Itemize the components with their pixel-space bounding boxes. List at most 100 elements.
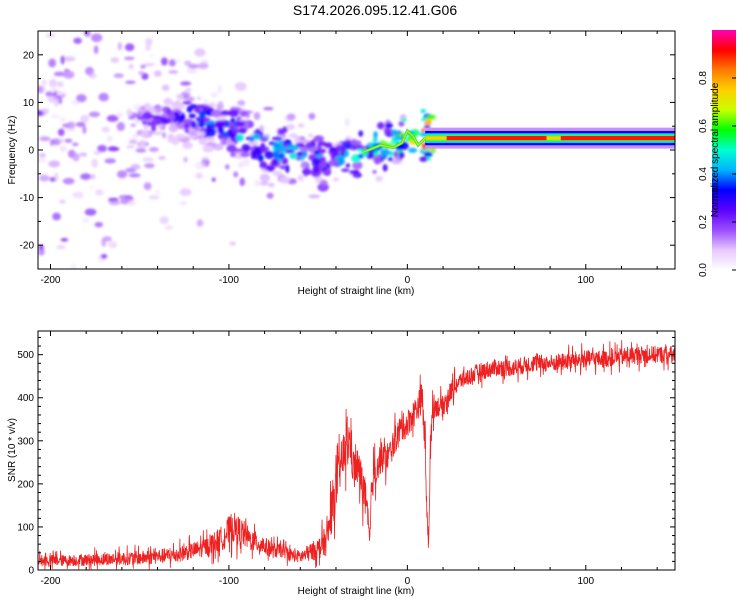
y-tick-label: 0 — [28, 146, 34, 157]
heatmap-cell — [272, 150, 279, 159]
heatmap-cell — [201, 127, 207, 132]
heatmap-cell — [128, 139, 138, 144]
heatmap-cell — [230, 151, 236, 158]
heatmap-cell — [200, 110, 206, 120]
heatmap-cell — [247, 141, 259, 146]
heatmap-cell — [218, 100, 224, 107]
heatmap-cell — [212, 143, 224, 151]
heatmap-cell — [101, 126, 110, 133]
heatmap-cell — [135, 148, 147, 153]
heatmap-cell — [313, 135, 325, 142]
heatmap-cell — [289, 152, 298, 160]
heatmap-cell — [104, 158, 117, 164]
heatmap-cell — [398, 151, 405, 159]
heatmap-cell — [141, 111, 153, 120]
heatmap-cell — [88, 72, 97, 79]
heatmap-cell — [108, 241, 118, 249]
heatmap-cell — [59, 138, 65, 143]
heatmap-cell — [209, 136, 216, 142]
heatmap-cell — [327, 159, 339, 167]
heatmap-cell — [380, 148, 391, 157]
heatmap-cell — [39, 136, 51, 142]
y-tick-label: 300 — [17, 436, 34, 447]
heatmap-cell — [193, 107, 201, 113]
heatmap-cell — [179, 200, 187, 206]
heatmap-cell — [297, 123, 305, 128]
heatmap-cell — [60, 117, 66, 122]
heatmap-cell — [217, 126, 225, 134]
colorbar-tick-label: 0.6 — [698, 119, 709, 133]
heatmap-cell — [344, 117, 350, 127]
heatmap-cell — [143, 182, 152, 191]
heatmap-cell — [70, 263, 77, 269]
y-tick-label: 20 — [23, 50, 35, 61]
heatmap-cell — [182, 141, 193, 149]
heatmap-cell — [145, 38, 153, 46]
heatmap-cell — [161, 84, 170, 91]
heatmap-cell — [148, 108, 157, 113]
heatmap-cell — [385, 122, 394, 129]
x-tick-label: 100 — [577, 576, 594, 587]
heatmap-cell — [45, 91, 53, 97]
colorbar-tick-label: 0.2 — [698, 215, 709, 229]
heatmap-cell — [186, 96, 195, 102]
heatmap-cell — [148, 146, 159, 152]
heatmap-cell — [302, 168, 312, 176]
heatmap-cell — [229, 241, 237, 246]
heatmap-cell — [319, 149, 324, 155]
heatmap-cell — [358, 130, 364, 137]
heatmap-cell — [308, 194, 321, 199]
heatmap-cell — [82, 125, 87, 134]
heatmap-cell — [95, 189, 104, 196]
heatmap-cell — [144, 157, 153, 163]
heatmap-cell — [176, 93, 184, 100]
heatmap-cell — [298, 139, 310, 144]
heatmap-cell — [57, 97, 63, 105]
heatmap-cell — [187, 134, 198, 139]
heatmap-cell — [332, 177, 340, 182]
heatmap-cell — [207, 144, 214, 153]
heatmap-cell — [145, 45, 151, 51]
heatmap-cell — [279, 165, 287, 170]
heatmap-cell — [108, 197, 119, 202]
heatmap-cell — [128, 63, 134, 70]
heatmap-cell — [205, 127, 214, 133]
heatmap-cell — [72, 191, 84, 199]
colorbar-ticks: 0.0 0.2 0.4 0.6 0.8 — [698, 71, 736, 277]
snr-panel: -200 -100 0 100 0 100 200 300 400 500 Height of … — [7, 330, 676, 597]
heatmap-cell — [72, 142, 79, 147]
heatmap-cell — [308, 112, 316, 120]
heatmap-cell — [276, 140, 284, 146]
heatmap-cell — [219, 110, 231, 116]
heatmap-cell — [391, 136, 401, 142]
x-tick-label: -100 — [219, 576, 239, 587]
heatmap-cell — [124, 56, 135, 61]
x-tick-label: 0 — [405, 275, 411, 286]
heatmap-cell — [335, 144, 346, 152]
snr-background — [38, 331, 675, 570]
heatmap-cell — [72, 152, 80, 162]
heatmap-cell — [419, 156, 428, 162]
heatmap-cell — [143, 62, 155, 67]
heatmap-cell — [188, 113, 196, 119]
heatmap-cell — [88, 111, 101, 118]
heatmap-cell — [231, 128, 240, 134]
heatmap-cell — [51, 138, 62, 146]
heatmap-cell — [49, 78, 57, 88]
heatmap-cell — [279, 175, 291, 184]
heatmap-cell — [90, 173, 96, 180]
heatmap-cell — [426, 114, 436, 120]
heatmap-cell — [233, 171, 239, 178]
heatmap-cell — [420, 108, 427, 114]
heatmap-cell — [390, 140, 400, 145]
heatmap-cell — [297, 174, 303, 181]
heatmap-cell — [271, 136, 283, 141]
colorbar-tick-label: 0.4 — [698, 167, 709, 181]
heatmap-cell — [249, 136, 255, 142]
heatmap-cell — [351, 140, 362, 146]
heatmap-cell — [93, 45, 99, 55]
heatmap-cell — [82, 217, 90, 223]
x-tick-label: 100 — [577, 275, 594, 286]
heatmap-cell — [183, 118, 194, 126]
heatmap-cell — [196, 130, 206, 138]
